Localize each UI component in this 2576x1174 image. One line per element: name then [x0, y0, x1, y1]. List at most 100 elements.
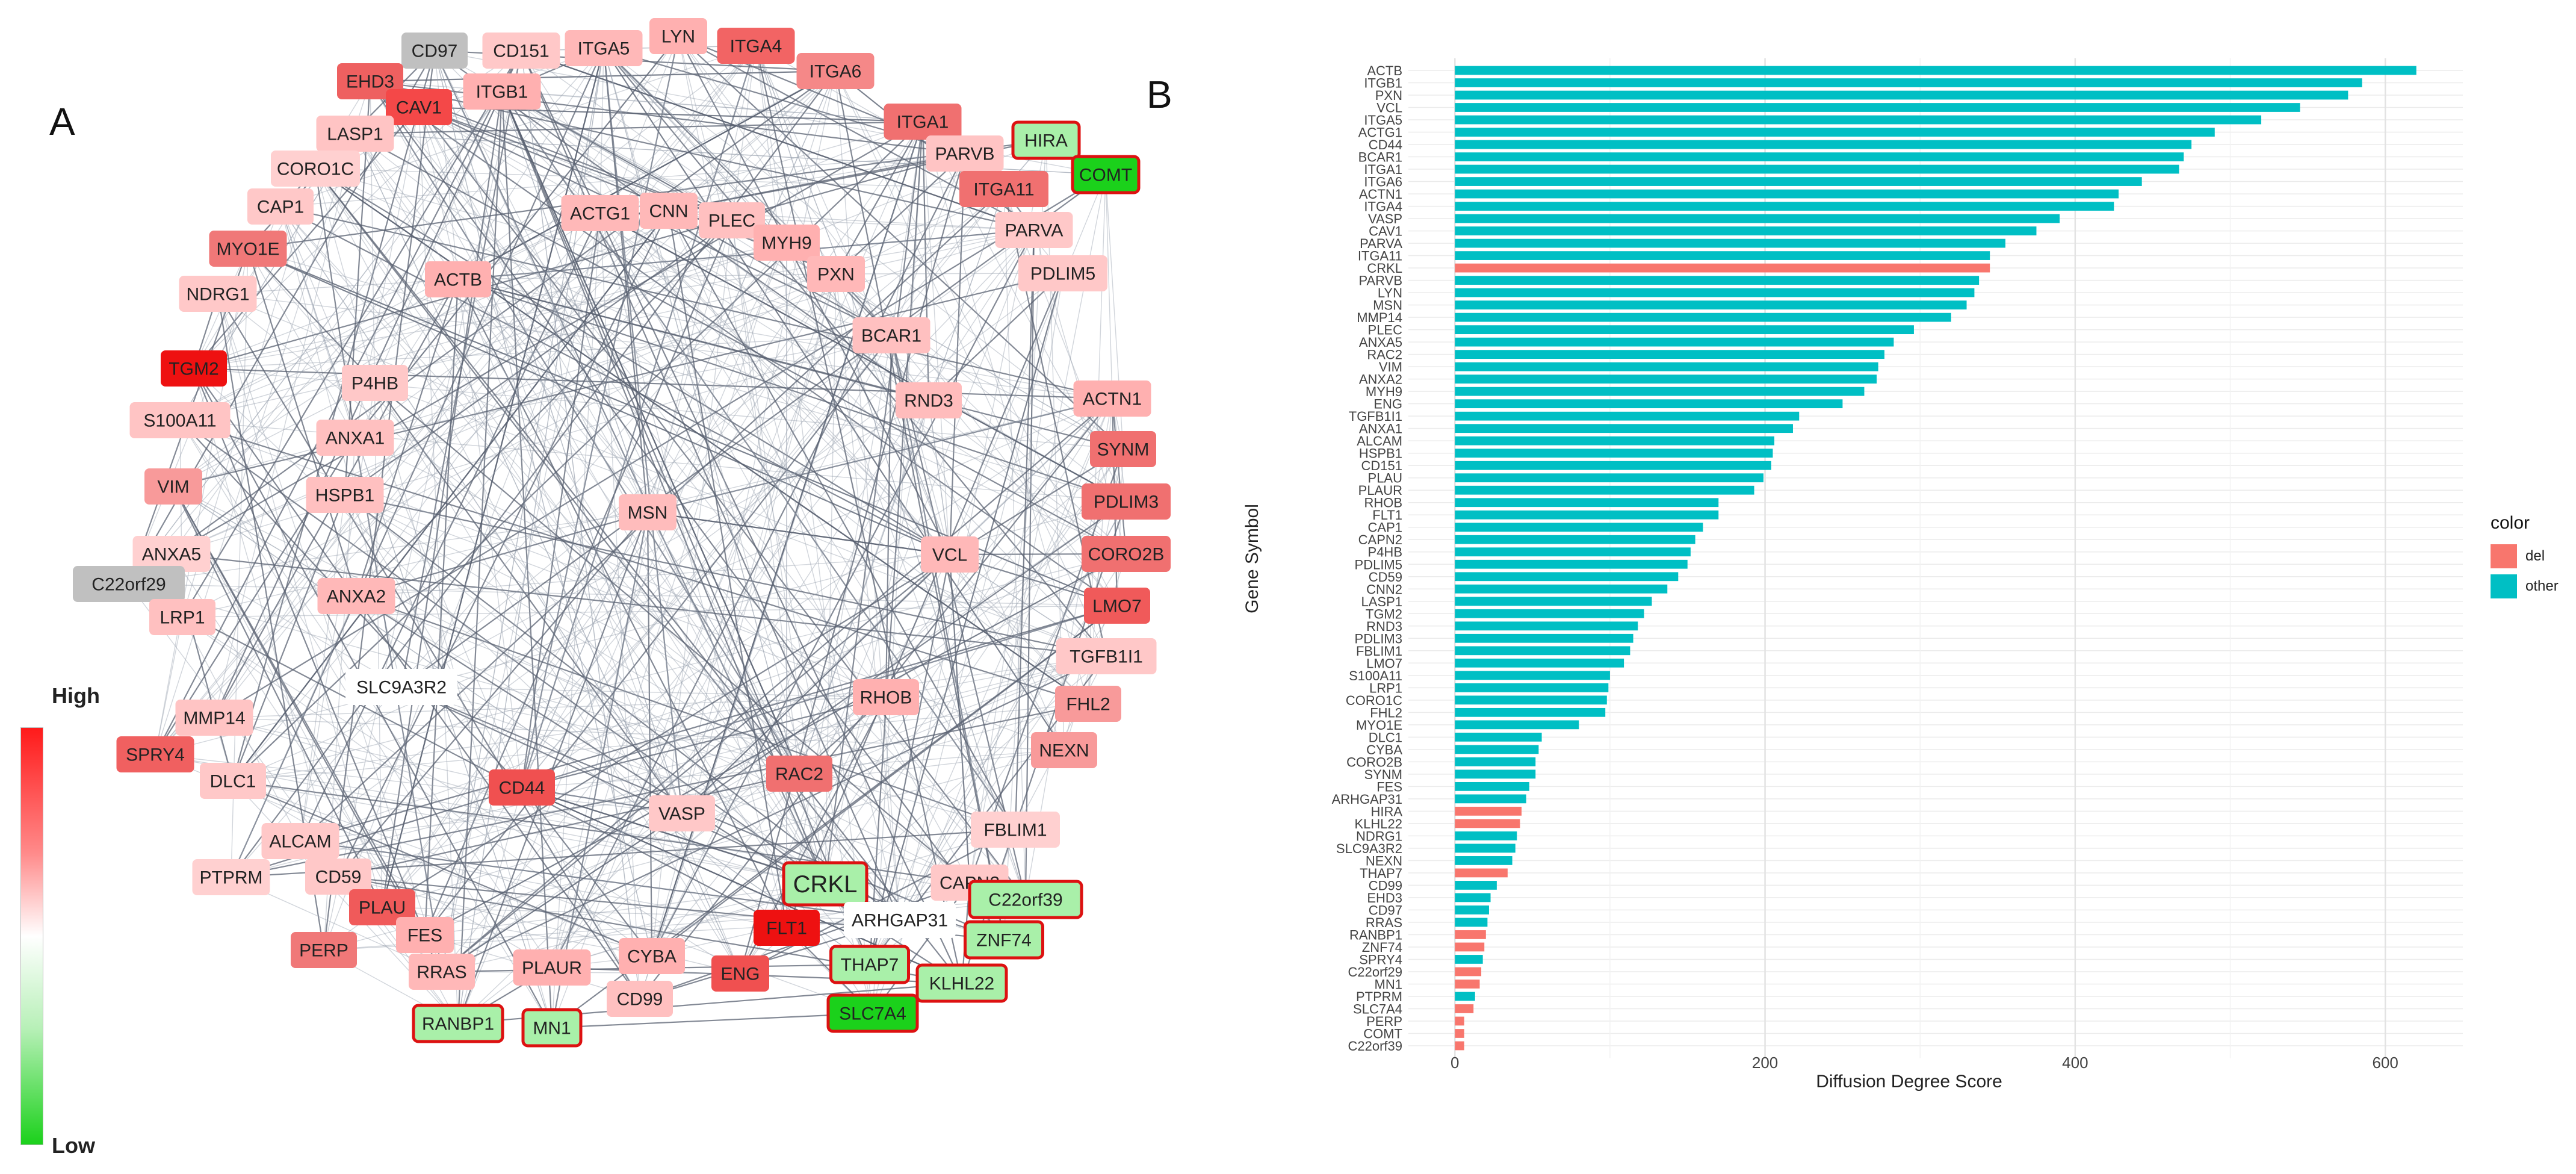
network-edge — [551, 213, 601, 1028]
network-edge — [182, 50, 522, 618]
network-node-box — [649, 795, 715, 831]
network-edge — [374, 91, 503, 384]
network-node-actn1: ACTN1 — [1073, 380, 1151, 417]
network-edge — [374, 382, 741, 974]
category-label: RANBP1 — [1349, 927, 1402, 942]
network-edge — [521, 605, 1118, 788]
network-edge — [869, 501, 1127, 965]
network-edge — [891, 335, 1118, 606]
bar-itga5 — [1455, 115, 2262, 125]
network-node-comt: COMT — [1071, 155, 1141, 194]
category-label: ACTB — [1367, 63, 1402, 78]
category-label: ITGA5 — [1364, 113, 1402, 128]
network-node-label: CAV1 — [396, 98, 442, 118]
network-node-label: ITGA6 — [810, 62, 862, 82]
network-node-box — [995, 212, 1073, 248]
network-node-box — [175, 700, 253, 736]
network-node-label: PARVB — [935, 144, 995, 164]
network-edge — [338, 772, 800, 878]
network-node-slc9a3r2: SLC9A3R2 — [345, 669, 457, 705]
network-node-label: PXN — [817, 265, 855, 285]
category-label: SLC7A4 — [1353, 1001, 1402, 1016]
network-node-myo1e: MYO1E — [209, 231, 287, 267]
network-edge — [370, 81, 1026, 900]
network-node-parvb: PARVB — [926, 135, 1004, 172]
network-edge — [171, 335, 892, 554]
network-edge — [457, 278, 1127, 503]
network-edge — [344, 494, 800, 774]
network-node-label: ENG — [720, 964, 760, 984]
network-node-cd97: CD97 — [401, 33, 468, 69]
bar-actg1 — [1455, 128, 2215, 137]
network-edge — [441, 656, 1107, 972]
bar-spry4 — [1455, 955, 1483, 964]
network-node-znf74: ZNF74 — [964, 920, 1044, 960]
network-edge — [681, 656, 1107, 814]
category-label: ENG — [1373, 397, 1402, 412]
network-edge — [551, 512, 649, 1028]
network-node-fblim1: FBLIM1 — [971, 812, 1060, 848]
network-edge — [338, 656, 1107, 877]
network-edge — [374, 382, 1107, 657]
network-node-label: MYH9 — [761, 234, 811, 253]
network-node-box — [209, 231, 287, 267]
legend-swatch-del — [2491, 544, 2517, 568]
network-node-box — [144, 468, 202, 505]
network-edge — [323, 36, 679, 951]
category-label: ACTG1 — [1358, 125, 1402, 140]
network-node-itga4: ITGA4 — [717, 28, 795, 64]
bar-cd99 — [1455, 881, 1497, 890]
network-edge — [872, 121, 923, 1014]
bar-category-labels: ACTBITGB1PXNVCLITGA5ACTG1CD44BCAR1ITGA1I… — [1332, 63, 1403, 1054]
network-node-box — [1090, 431, 1156, 467]
network-node-lmo7: LMO7 — [1084, 588, 1150, 624]
network-node-label: RHOB — [860, 688, 912, 708]
network-node-lrp1: LRP1 — [149, 599, 215, 635]
network-edge — [521, 398, 1113, 788]
bar-marks — [1455, 66, 2417, 1051]
network-edge — [868, 554, 951, 965]
network-edge — [214, 174, 1106, 718]
network-node-label: CD151 — [493, 42, 549, 61]
network-edge — [799, 400, 929, 774]
network-node-plaur: PLAUR — [513, 949, 591, 986]
category-label: ITGA11 — [1358, 249, 1402, 264]
panel-a-label: A — [49, 100, 75, 143]
network-node-label: TGFB1I1 — [1070, 647, 1143, 667]
network-edge — [232, 656, 1107, 781]
network-edge — [825, 449, 1124, 884]
network-edge — [382, 907, 652, 957]
category-label: CYBA — [1366, 742, 1402, 757]
network-edge — [280, 206, 522, 788]
category-label: CNN2 — [1366, 582, 1402, 597]
network-edge — [280, 206, 356, 438]
bar-synm — [1455, 769, 1536, 779]
bar-itgb1 — [1455, 78, 2362, 87]
network-node-label: RND3 — [904, 391, 953, 411]
bar-itga4 — [1455, 202, 2114, 211]
network-edge — [155, 50, 522, 755]
network-node-label: FHL2 — [1066, 695, 1110, 715]
network-edge — [501, 91, 871, 965]
network-edge — [922, 121, 1089, 704]
bar-s100a11 — [1455, 671, 1610, 680]
network-edge — [441, 213, 601, 972]
category-label: NDRG1 — [1356, 828, 1402, 843]
network-edge — [315, 168, 741, 974]
bar-tgfb1i1 — [1455, 411, 1800, 421]
category-label: PDLIM5 — [1355, 557, 1402, 572]
bar-vim — [1455, 362, 1878, 371]
network-edge — [755, 45, 1026, 900]
network-edge — [1116, 449, 1124, 606]
network-edge — [374, 382, 683, 814]
network-edge — [885, 335, 893, 698]
network-edge — [300, 840, 900, 921]
network-node-label: P4HB — [351, 374, 398, 394]
network-node-box — [1031, 732, 1097, 768]
network-edge — [232, 553, 1127, 781]
bar-cav1 — [1455, 226, 2037, 235]
category-label: LYN — [1378, 285, 1402, 300]
network-edge — [551, 1012, 873, 1029]
network-edge — [457, 279, 522, 788]
network-edge — [155, 617, 183, 755]
